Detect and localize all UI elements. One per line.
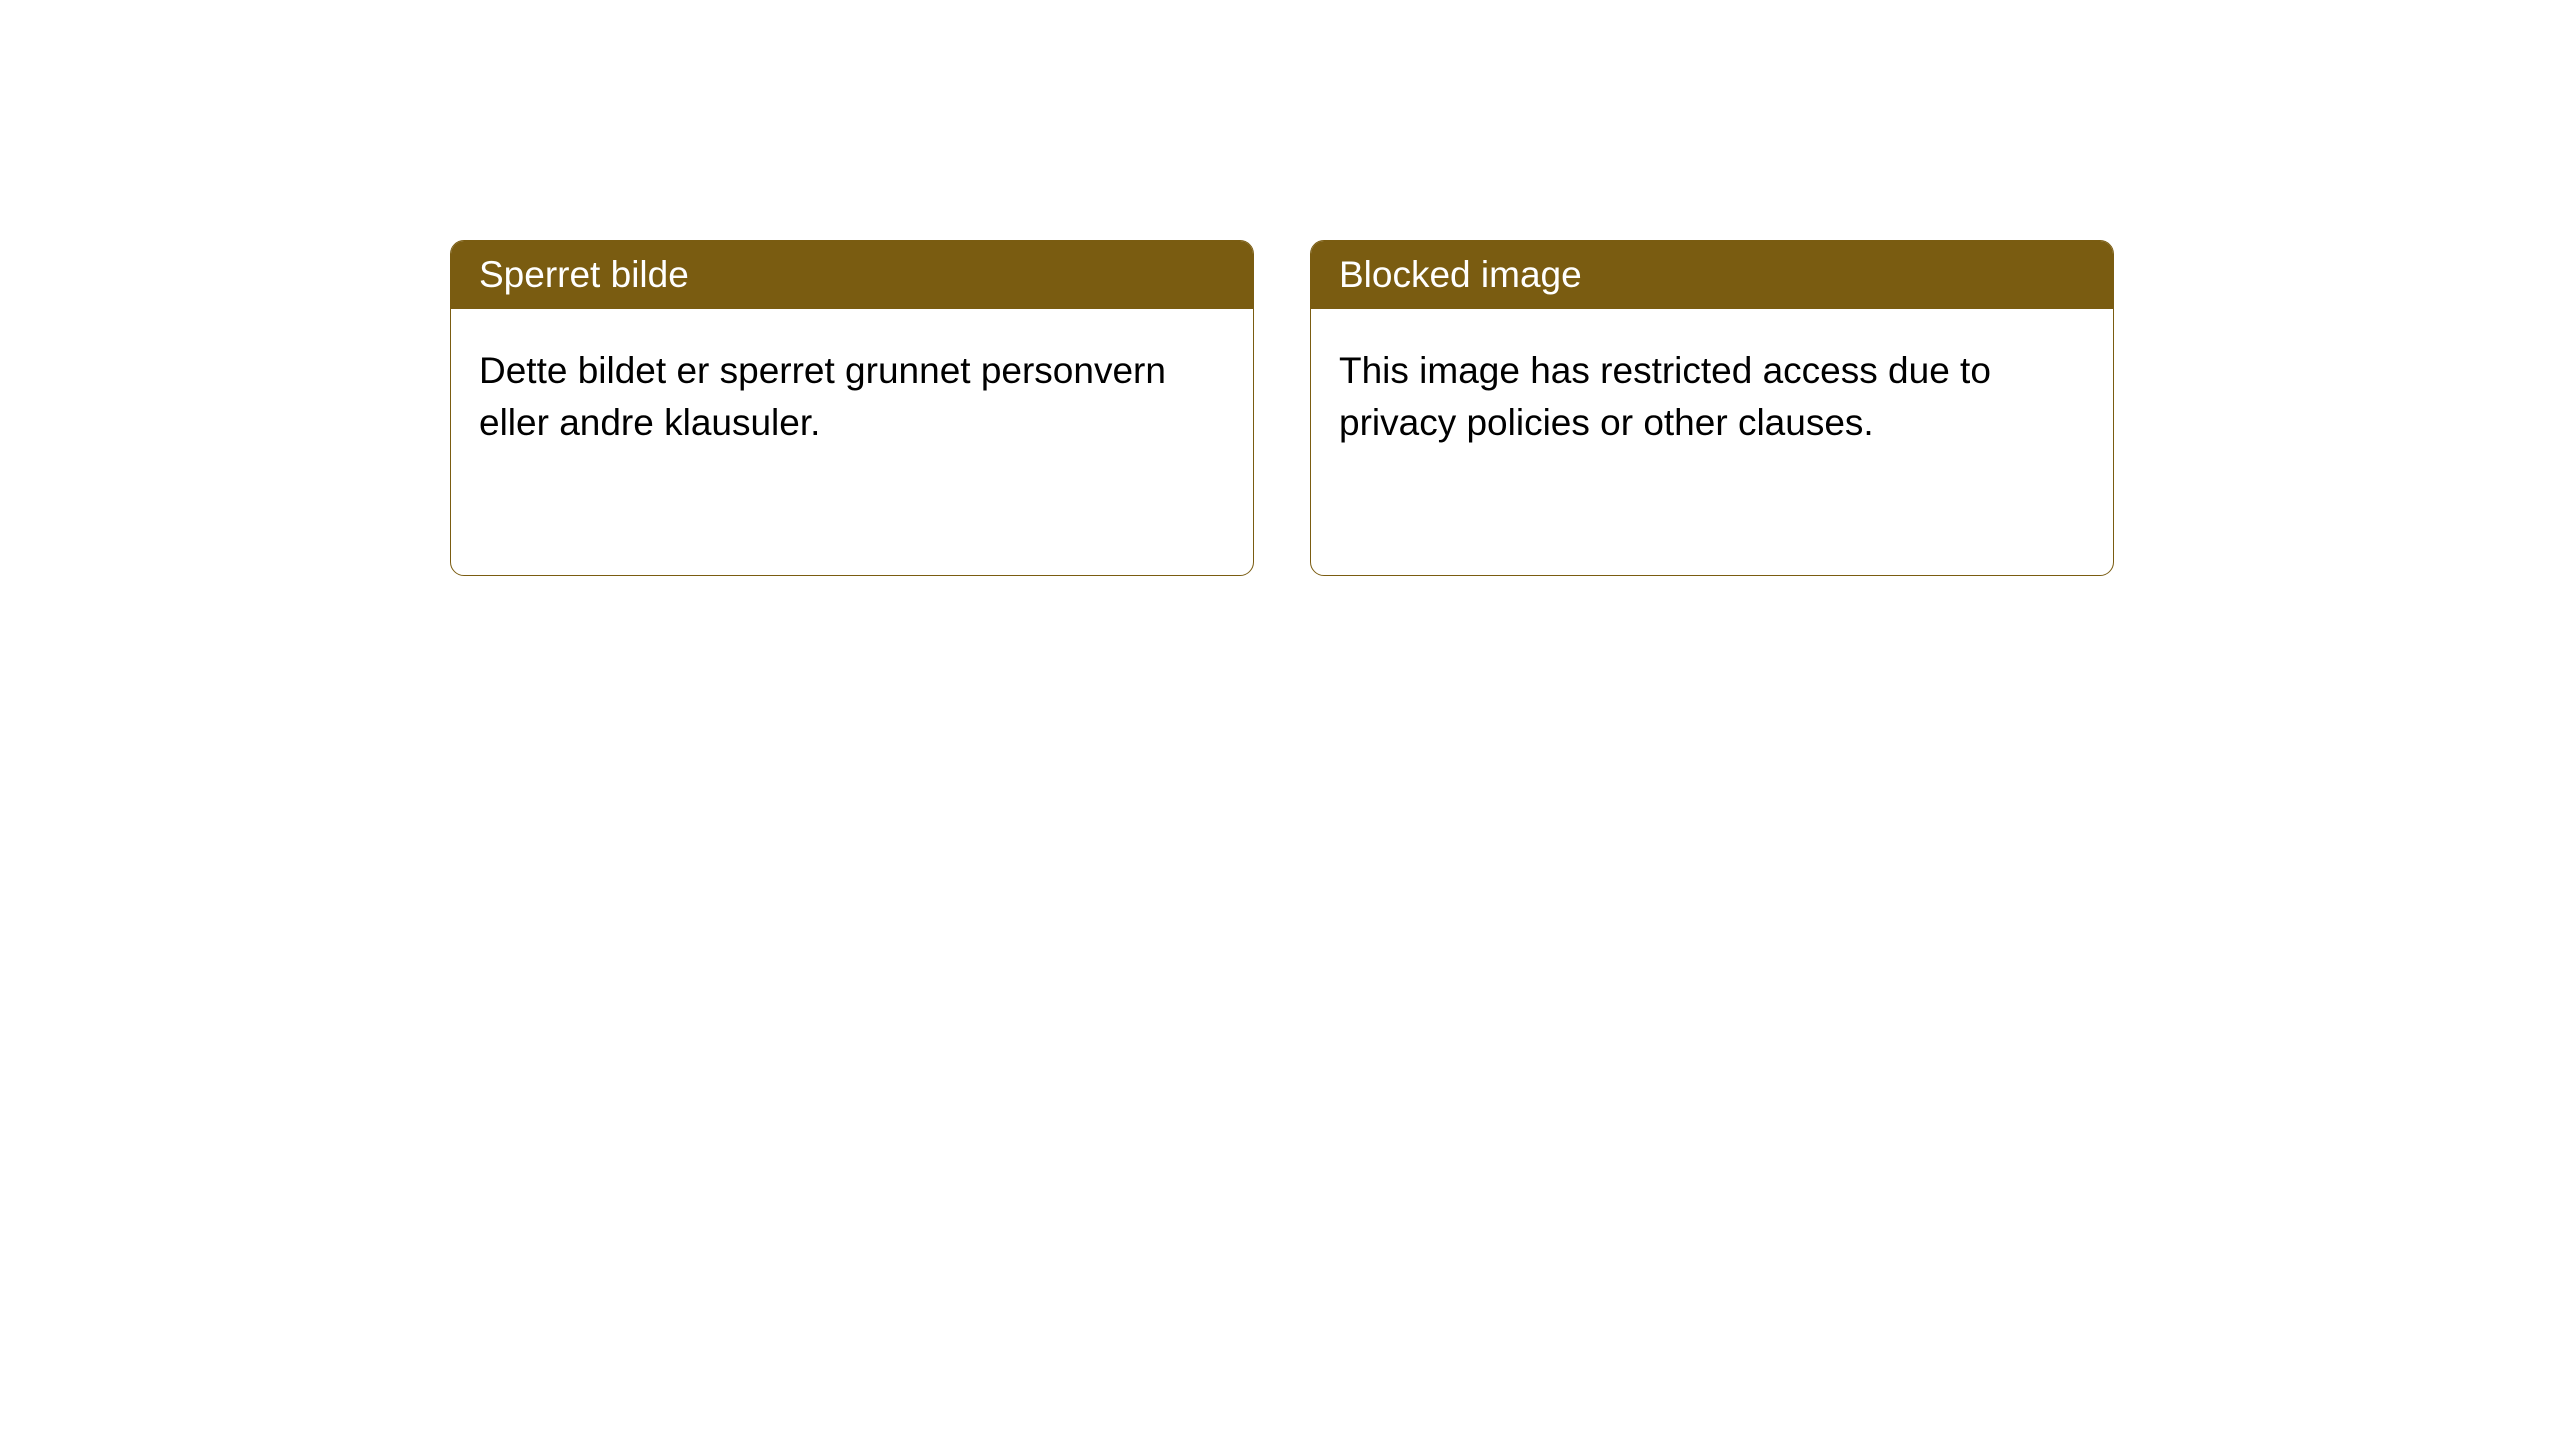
notice-card-english: Blocked image This image has restricted … [1310, 240, 2114, 576]
notice-container: Sperret bilde Dette bildet er sperret gr… [0, 0, 2560, 576]
notice-header: Blocked image [1311, 241, 2113, 309]
notice-body: This image has restricted access due to … [1311, 309, 2113, 477]
notice-header: Sperret bilde [451, 241, 1253, 309]
notice-card-norwegian: Sperret bilde Dette bildet er sperret gr… [450, 240, 1254, 576]
notice-body: Dette bildet er sperret grunnet personve… [451, 309, 1253, 477]
